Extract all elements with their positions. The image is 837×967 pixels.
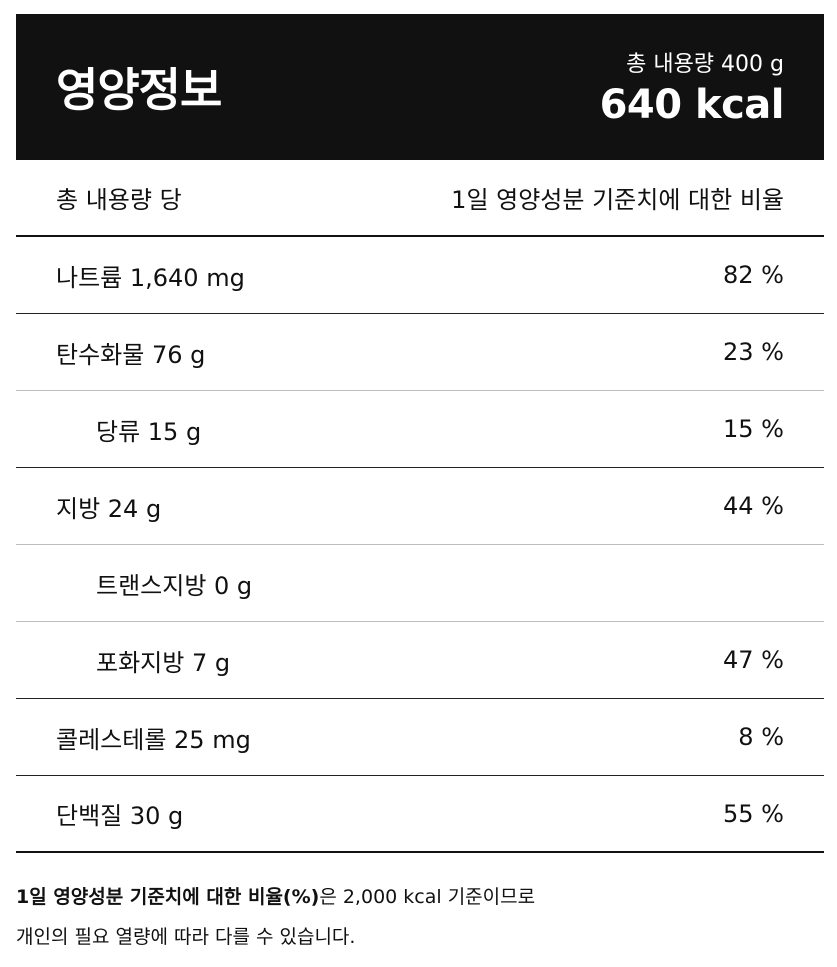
nutrient-label: 단백질 30 g [56, 802, 184, 830]
nutrient-label: 탄수화물 76 g [56, 340, 206, 369]
footnote-line-2: 개인의 필요 열량에 따라 다를 수 있습니다. [16, 926, 356, 948]
nutrition-header: 영양정보 총 내용량 400 g 640 kcal [16, 14, 824, 160]
footnote-rest: 은 2,000 kcal 기준이므로 [319, 886, 536, 908]
daily-value-label: 1일 영양성분 기준치에 대한 비율 [451, 186, 784, 214]
nutrient-label: 콜레스테롤 25 mg [56, 725, 251, 754]
nutrient-percent: 23 % [723, 338, 784, 366]
nutrient-label: 지방 24 g [56, 494, 162, 523]
nutrient-row-trans-fat: 트랜스지방 0 g [16, 545, 824, 622]
nutrient-row-sugars: 당류 15 g 15 % [16, 391, 824, 468]
nutrient-row-sodium: 나트륨 1,640 mg 82 % [16, 237, 824, 314]
nutrient-row-carbohydrate: 탄수화물 76 g 23 % [16, 314, 824, 391]
nutrient-row-protein: 단백질 30 g 55 % [16, 776, 824, 853]
nutrition-label: 영양정보 총 내용량 400 g 640 kcal 총 내용량 당 1일 영양성… [16, 14, 824, 957]
nutrient-row-cholesterol: 콜레스테롤 25 mg 8 % [16, 699, 824, 776]
total-kcal: 640 kcal [599, 82, 785, 128]
footnote-bold: 1일 영양성분 기준치에 대한 비율(%) [16, 886, 320, 908]
header-summary: 총 내용량 400 g 640 kcal [599, 46, 785, 128]
label-title: 영양정보 [56, 63, 222, 117]
nutrient-percent: 15 % [723, 415, 784, 443]
footnote-line-1: 1일 영양성분 기준치에 대한 비율(%)은 2,000 kcal 기준이므로 [16, 877, 824, 917]
nutrient-row-saturated-fat: 포화지방 7 g 47 % [16, 622, 824, 699]
nutrient-percent: 55 % [723, 799, 784, 828]
nutrient-label: 트랜스지방 0 g [96, 571, 253, 600]
total-amount: 총 내용량 400 g [626, 52, 784, 77]
per-total-label: 총 내용량 당 [56, 186, 182, 214]
nutrient-percent: 82 % [723, 261, 784, 289]
table-header: 총 내용량 당 1일 영양성분 기준치에 대한 비율 [16, 160, 824, 237]
nutrient-label: 나트륨 1,640 mg [56, 263, 245, 292]
nutrient-label: 포화지방 7 g [96, 648, 231, 677]
nutrient-row-fat: 지방 24 g 44 % [16, 468, 824, 545]
footnote: 1일 영양성분 기준치에 대한 비율(%)은 2,000 kcal 기준이므로 … [16, 853, 824, 957]
nutrient-percent: 47 % [723, 646, 784, 674]
nutrient-percent: 8 % [738, 723, 784, 751]
nutrient-percent: 44 % [723, 492, 784, 520]
nutrient-label: 당류 15 g [96, 417, 202, 446]
